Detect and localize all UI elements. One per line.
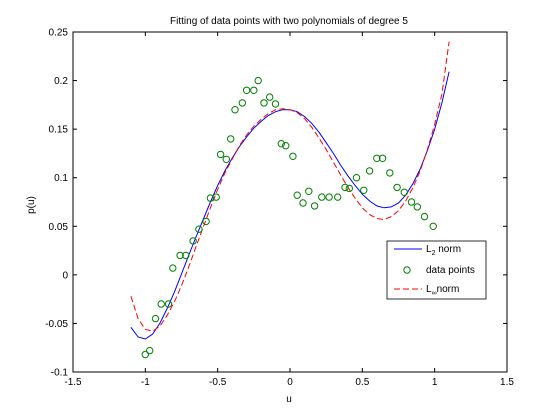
x-tick-label: -1.5 — [64, 377, 82, 388]
data-point — [141, 350, 150, 359]
plot-points — [141, 76, 437, 359]
data-point — [299, 199, 307, 207]
data-point — [169, 264, 177, 272]
data-point — [325, 193, 333, 201]
data-point — [151, 314, 160, 323]
x-tick-label: -0.5 — [209, 377, 227, 388]
x-axis: -1.5 -1 -0.5 0 0.5 1 1.5 — [64, 32, 514, 388]
data-point — [289, 152, 297, 161]
y-tick-label: 0.25 — [49, 28, 69, 39]
data-point — [238, 99, 247, 107]
data-point — [352, 174, 361, 182]
data-point — [373, 154, 381, 163]
data-point — [393, 183, 401, 192]
legend-points-marker — [403, 266, 411, 274]
y-tick-label: 0.15 — [49, 125, 69, 136]
data-point — [182, 251, 190, 260]
y-axis: -0.1 -0.05 0 0.05 0.1 0.15 0.2 0.25 — [45, 28, 507, 379]
y-tick-label: 0 — [62, 270, 68, 281]
data-point — [271, 100, 280, 108]
y-tick-label: 0.2 — [54, 76, 68, 87]
data-point — [254, 76, 262, 85]
data-point — [386, 169, 394, 177]
legend-l2-label: L2 norm — [426, 244, 461, 257]
data-point — [260, 99, 268, 107]
legend: L2 norm data points L∞norm — [386, 240, 487, 300]
data-point — [157, 300, 165, 308]
chart-title: Fitting of data points with two polynomi… — [170, 16, 408, 27]
data-point — [413, 203, 421, 211]
data-point — [195, 225, 203, 233]
data-point — [305, 187, 313, 196]
legend-points-label: data points — [426, 265, 475, 276]
data-point — [365, 167, 374, 175]
data-point — [400, 188, 408, 197]
data-point — [231, 106, 239, 114]
linf-norm-line — [130, 41, 450, 332]
y-tick-label: -0.1 — [51, 368, 69, 379]
data-point — [250, 86, 258, 95]
data-point — [293, 191, 301, 199]
data-point — [242, 86, 251, 95]
data-point — [360, 186, 368, 195]
data-point — [202, 217, 210, 226]
x-tick-label: 1.5 — [500, 377, 514, 388]
data-point — [429, 222, 437, 231]
data-point — [345, 184, 353, 193]
legend-linf-label: L∞norm — [426, 284, 459, 297]
data-point — [227, 135, 235, 143]
data-point — [282, 142, 290, 150]
y-tick-label: 0.1 — [54, 173, 68, 184]
data-point — [407, 198, 416, 206]
data-point — [277, 140, 285, 148]
data-point — [378, 154, 387, 163]
data-point — [222, 155, 231, 164]
data-point — [176, 251, 184, 260]
data-point — [216, 150, 225, 159]
y-axis-label: p(u) — [26, 196, 37, 214]
data-point — [212, 193, 220, 201]
data-point — [266, 93, 274, 101]
data-point — [146, 346, 154, 355]
data-point — [420, 212, 429, 221]
data-point — [341, 183, 349, 192]
data-point — [334, 193, 342, 201]
data-point — [318, 193, 326, 201]
x-tick-label: 0.5 — [355, 377, 369, 388]
data-point — [189, 237, 197, 245]
x-tick-label: -1 — [141, 377, 150, 388]
x-axis-label: u — [286, 394, 292, 405]
data-point — [310, 202, 319, 210]
data-point — [164, 300, 173, 308]
plot-lines — [130, 41, 450, 340]
x-tick-label: 0 — [287, 377, 293, 388]
y-tick-label: -0.05 — [45, 319, 68, 330]
x-tick-label: 1 — [432, 377, 438, 388]
y-tick-label: 0.05 — [49, 222, 69, 233]
